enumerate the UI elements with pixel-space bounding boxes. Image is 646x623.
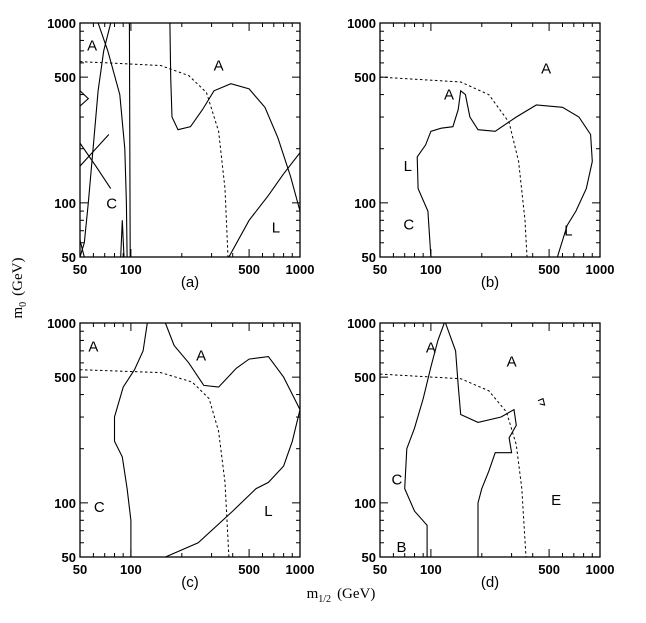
y-tick-label: 100 [354, 196, 376, 211]
x-tick-label: 1000 [586, 262, 615, 277]
boundary-curve [80, 240, 85, 257]
y-tick-label: 50 [62, 550, 76, 565]
panel-curves [380, 323, 546, 557]
x-tick-label: 500 [538, 562, 560, 577]
boundary-curve [164, 323, 300, 557]
region-label: C [392, 471, 403, 488]
panel-curves [80, 323, 300, 557]
x-tick-label: 500 [238, 262, 260, 277]
y-tick-label: 1000 [47, 16, 76, 31]
panel-1: 50 100 500 1000 50 100 500 1000 A A L C L (b) [347, 16, 614, 291]
region-label: C [403, 216, 414, 233]
panel-frame [79, 22, 301, 258]
x-tick-label: 500 [538, 262, 560, 277]
dashed-boundary-curve [380, 76, 528, 257]
region-label: B [396, 539, 406, 556]
panel-label: (c) [181, 574, 199, 591]
x-tick-label: 50 [373, 262, 387, 277]
region-label: L [564, 223, 572, 240]
x-tick-label: 50 [373, 562, 387, 577]
panel-label: (a) [181, 274, 199, 291]
panel-curves [80, 23, 300, 257]
region-label: C [106, 196, 117, 213]
y-tick-label: 50 [362, 550, 376, 565]
panel-frame [379, 22, 601, 258]
svg-text:m0(GeV): m0(GeV) [10, 258, 29, 319]
boundary-curve [444, 323, 517, 557]
x-tick-label: 100 [420, 262, 442, 277]
panel-frame [379, 322, 601, 558]
boundary-curve [128, 23, 131, 257]
boundary-curve [416, 89, 593, 257]
panel-frame [79, 322, 301, 558]
boundary-curve [228, 152, 300, 257]
boundary-curve [169, 23, 300, 212]
region-label: L [272, 219, 280, 236]
panel-3: 50 100 500 1000 50 100 500 1000 A A C E B (d) [347, 316, 614, 591]
region-label: A [87, 37, 97, 54]
panel-curves [380, 76, 593, 257]
x-axis-title: m1/2 (GeV) [307, 586, 376, 605]
boundary-curve [97, 23, 128, 257]
y-tick-label: 500 [54, 70, 76, 85]
boundary-curve [80, 90, 90, 107]
panel-2: 50 100 500 1000 50 100 500 1000 A A C L (c) [47, 316, 314, 591]
region-label: A [507, 354, 517, 371]
x-tick-label: 50 [73, 262, 87, 277]
dashed-boundary-curve [80, 61, 229, 257]
region-label: A [426, 340, 436, 357]
y-tick-label: 100 [354, 496, 376, 511]
boundary-curve [80, 142, 112, 189]
y-tick-label: 1000 [347, 316, 376, 331]
y-tick-label: 50 [362, 250, 376, 265]
y-axis-title: m0(GeV) [10, 258, 29, 319]
panel-label: (d) [481, 574, 499, 591]
region-label: L [264, 503, 272, 520]
dashed-boundary-curve [80, 369, 230, 557]
region-label: A [196, 347, 206, 364]
dashed-boundary-curve [380, 373, 527, 557]
x-tick-label: 1000 [286, 262, 315, 277]
y-tick-label: 100 [54, 496, 76, 511]
x-tick-label: 1000 [586, 562, 615, 577]
y-tick-label: 100 [54, 196, 76, 211]
y-tick-label: 50 [62, 250, 76, 265]
panels-group: 50 100 500 1000 50 100 500 1000 A A C L (a) 50 100 500 1… [47, 16, 614, 591]
region-label: A [541, 60, 551, 77]
boundary-curve [537, 397, 546, 406]
x-tick-label: 100 [120, 262, 142, 277]
boundary-curve [404, 323, 445, 557]
region-label: C [94, 499, 105, 516]
x-tick-label: 1000 [286, 562, 315, 577]
y-tick-label: 500 [54, 370, 76, 385]
region-label: A [214, 58, 224, 75]
boundary-curve [80, 134, 110, 167]
region-label: E [551, 492, 561, 509]
boundary-curve [113, 323, 148, 557]
boundary-curve [80, 23, 112, 257]
region-label: A [444, 87, 454, 104]
x-tick-label: 50 [73, 562, 87, 577]
region-label: L [404, 158, 412, 175]
x-tick-label: 100 [420, 562, 442, 577]
boundary-curve [120, 220, 125, 257]
panel-0: 50 100 500 1000 50 100 500 1000 A A C L (a) [47, 16, 314, 291]
svg-text:m1/2(GeV): m1/2 (GeV) [307, 586, 376, 605]
x-tick-label: 100 [120, 562, 142, 577]
x-tick-label: 500 [238, 562, 260, 577]
region-label: A [88, 339, 98, 356]
y-tick-label: 1000 [347, 16, 376, 31]
y-tick-label: 500 [354, 370, 376, 385]
y-tick-label: 1000 [47, 316, 76, 331]
panel-label: (b) [481, 274, 499, 291]
y-tick-label: 500 [354, 70, 376, 85]
